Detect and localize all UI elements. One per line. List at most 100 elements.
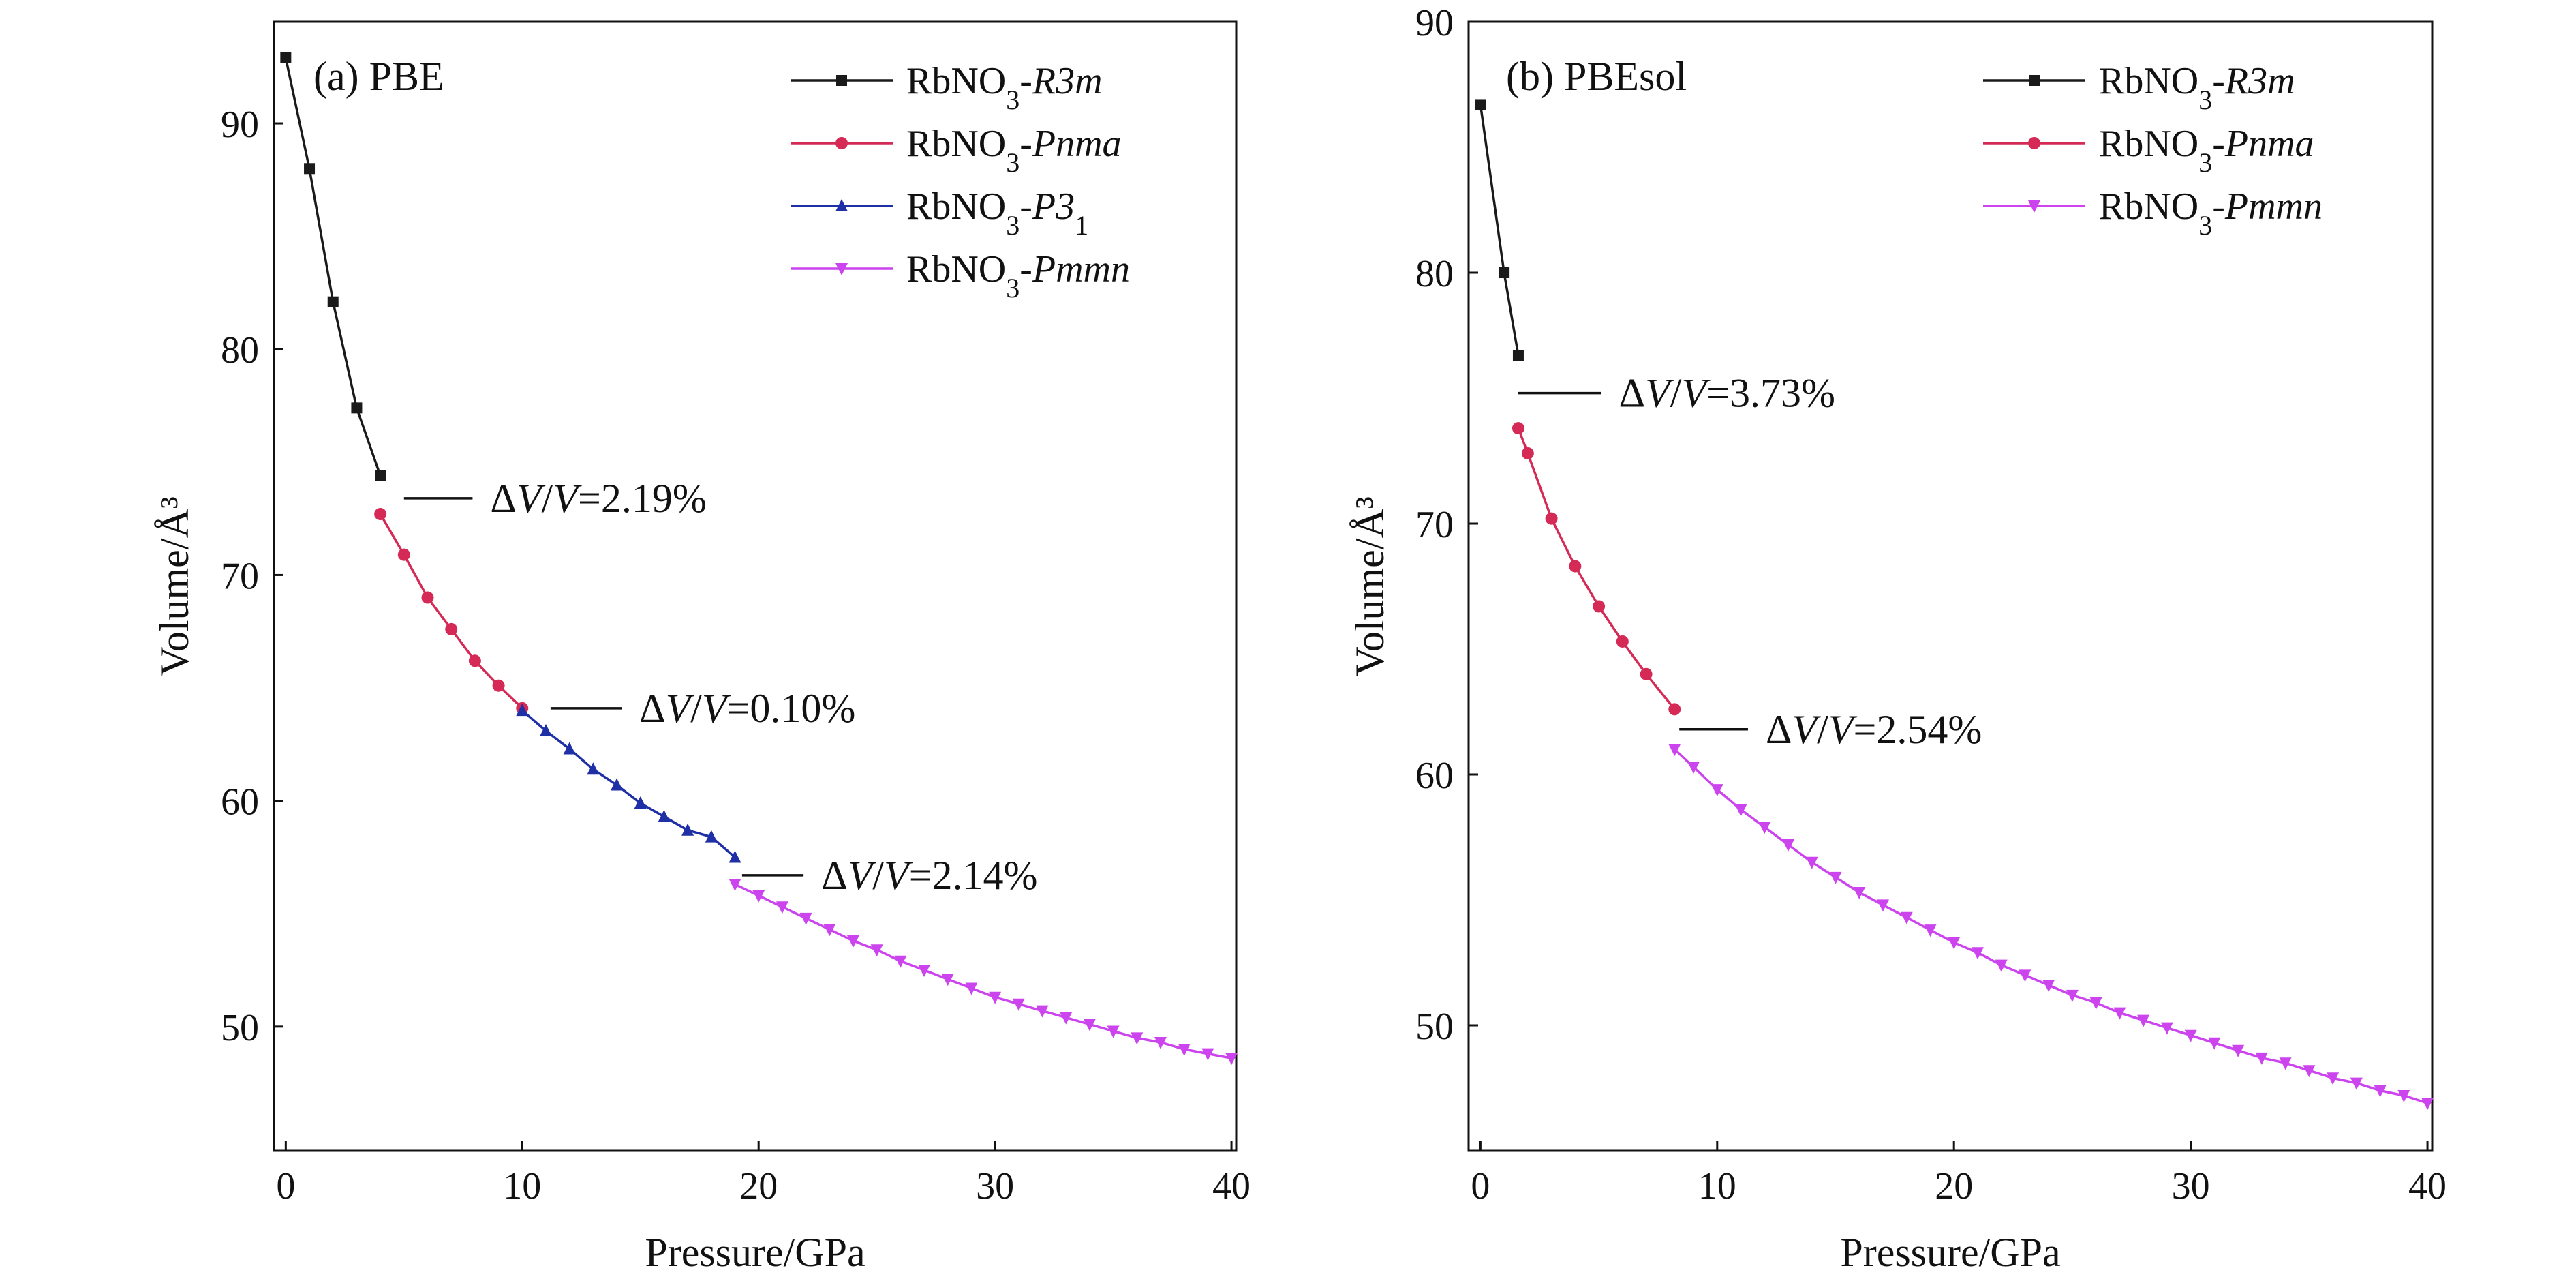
data-point [2350,1077,2363,1090]
legend-swatch-marker [835,263,848,275]
series-rbno-pmmn [729,879,1238,1066]
data-point [705,830,718,843]
data-point [280,52,292,63]
data-point [563,742,576,755]
legend-label: RbNO3-Pmmn [2099,185,2322,241]
data-point [2327,1072,2340,1085]
volume-change-label: ΔV/V=3.73% [1619,371,1835,416]
data-point [1971,947,1984,960]
data-point [304,163,316,175]
data-point [397,548,410,561]
series-line [521,709,736,858]
x-tick-label: 30 [2172,1165,2210,1207]
data-point [1225,1053,1238,1066]
data-point [1521,447,1534,459]
x-tick-label: 30 [976,1165,1014,1207]
data-point [2279,1057,2292,1070]
data-point [1545,512,1558,525]
data-point [681,823,694,836]
legend-entry-rbno-pnma: RbNO3-Pnma [791,123,1122,178]
legend-swatch-marker [835,199,848,211]
data-point [1012,998,1025,1011]
y-tick-label: 90 [1415,2,1454,44]
data-point [1107,1025,1120,1038]
x-tick-label: 40 [1212,1165,1251,1207]
data-point [1475,99,1486,110]
legend-swatch-marker [2029,75,2040,86]
axis-ticks-a: 0 10 20 30 40 50 60 70 80 90 [221,104,1251,1207]
x-axis-title-a: Pressure/GPa [645,1230,865,1275]
x-tick-label: 0 [276,1165,295,1207]
data-point [1687,761,1700,774]
series-rbno-pnma [374,508,529,714]
data-point [1593,600,1606,613]
series-rbno-pmmn [1668,744,2434,1111]
data-point [1131,1032,1144,1045]
data-point [2089,997,2102,1010]
data-point [468,654,481,667]
x-tick-label: 40 [2408,1165,2447,1207]
data-point [1782,839,1795,852]
data-point [1499,267,1510,278]
panel-label-b: (b) PBEsol [1506,54,1687,99]
data-point [729,850,741,863]
data-point [2303,1065,2316,1078]
x-tick-label: 10 [1698,1165,1736,1207]
legend-label: RbNO3-Pmmn [906,248,1130,303]
legend-entry-rbno-pnma: RbNO3-Pnma [1983,123,2314,178]
data-point [965,982,978,995]
legend-label: RbNO3-Pnma [906,123,1122,178]
y-axis-title-a: Volume/Å³ [152,496,197,676]
data-point [846,935,859,948]
series-rbno-r3m [1475,99,1524,361]
legend-entry-rbno-p3: RbNO3-P31 [791,185,1088,241]
series-rbno-r3m [280,52,386,481]
y-tick-label: 70 [1415,504,1454,546]
series-line [734,883,1232,1059]
legend-swatch-marker [836,75,847,86]
data-point [752,890,765,903]
plot-frame-a [273,20,1238,1152]
data-point [2184,1029,2197,1042]
legend-b: RbNO3-R3m RbNO3-Pnma RbNO3-Pmmn [1983,60,2322,241]
data-point [1060,1012,1073,1025]
data-point [492,679,505,692]
x-tick-label: 20 [739,1165,778,1207]
data-point [1083,1019,1096,1031]
data-point [587,762,600,775]
legend-entry-rbno-pmmn: RbNO3-Pmmn [791,248,1130,303]
panel-b: (b) PBEsol Pressure/GPa Volume/Å³ 0 10 20 3… [1347,2,2447,1275]
data-point [1512,350,1524,361]
data-point [2208,1037,2221,1050]
data-point [374,508,387,521]
data-point [1201,1048,1214,1061]
data-point [799,912,812,925]
data-point [539,723,552,736]
data-point [1758,822,1771,834]
data-point [1876,899,1889,912]
y-tick-label: 60 [1415,755,1454,797]
data-point [2255,1052,2268,1065]
data-point [941,974,954,986]
legend-entry-rbno-r3m: RbNO3-R3m [1983,60,2295,115]
annotations-b: ΔV/V=3.73% ΔV/V=2.54% [1518,371,1982,752]
data-point [1178,1043,1191,1056]
legend-label: RbNO3-R3m [906,60,1103,115]
data-point [2160,1022,2173,1035]
data-point [1711,784,1723,797]
data-point [1995,959,2008,972]
data-point [1734,804,1747,817]
series-rbno-pnma [1512,422,1681,716]
data-point [351,402,363,414]
x-tick-label: 0 [1471,1165,1490,1207]
data-point [2397,1090,2410,1103]
plot-frame-b [1467,20,2434,1152]
data-point [776,901,788,914]
panel-label-a: (a) PBE [313,54,444,99]
volume-change-label: ΔV/V=2.19% [490,476,706,521]
data-point [1640,667,1653,680]
legend-swatch-marker [2028,137,2040,149]
data-point [421,591,434,604]
y-axis-title-b: Volume/Å³ [1347,496,1392,676]
